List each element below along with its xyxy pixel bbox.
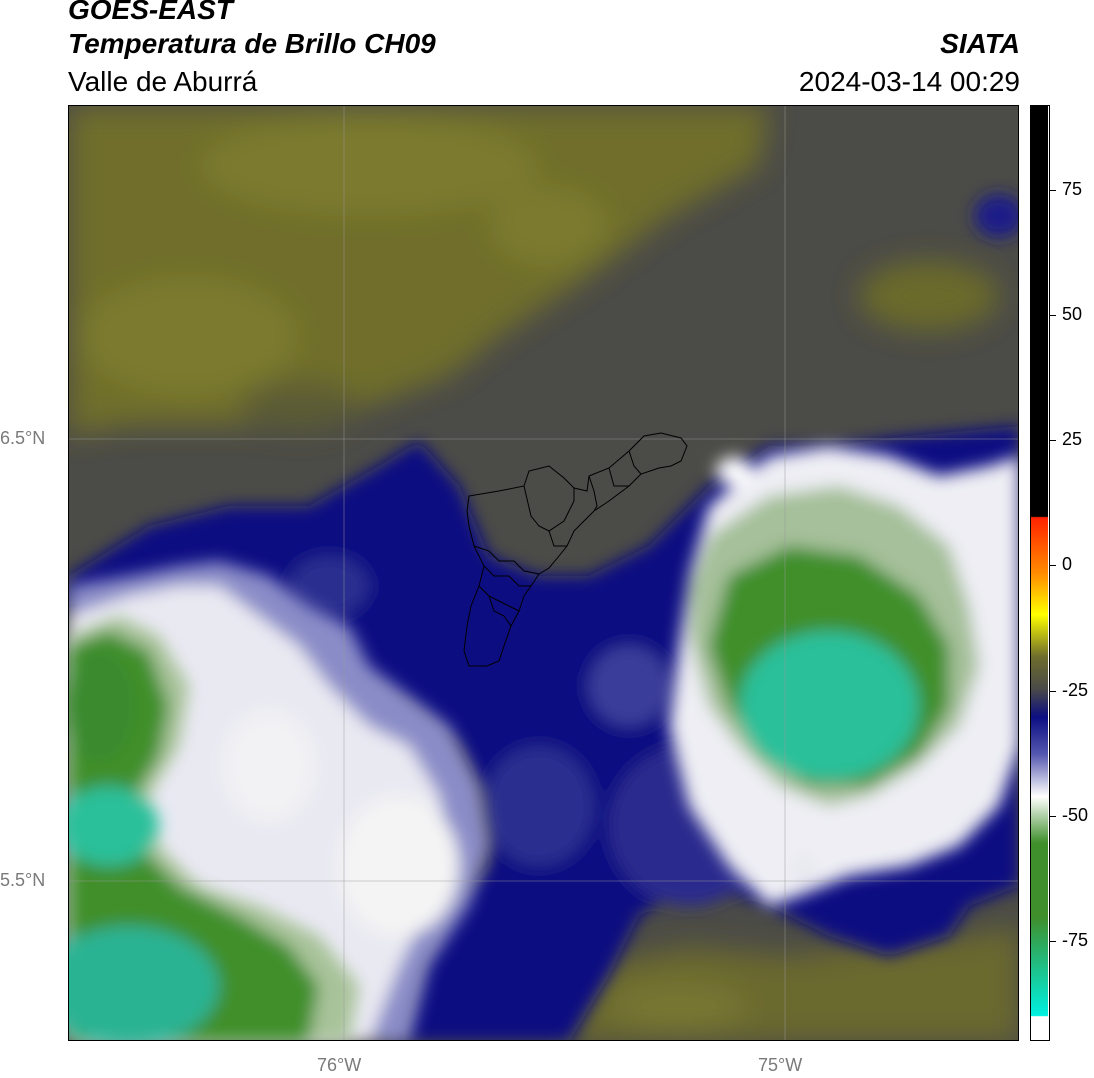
- colorbar-tick: [1050, 190, 1056, 192]
- colorbar-label: 0: [1062, 554, 1073, 575]
- olive-cloud-free-region: [69, 106, 999, 436]
- colorbar-gradient: [1031, 106, 1048, 1039]
- map-canvas: [69, 106, 1018, 1040]
- organization-label: SIATA: [940, 28, 1020, 59]
- lon-label-76w: 76°W: [317, 1055, 362, 1075]
- satellite-title: GOES-EAST: [68, 0, 233, 25]
- colorbar-tick: [1050, 815, 1056, 817]
- product-title: Temperatura de Brillo CH09: [68, 28, 436, 59]
- region-label: Valle de Aburrá: [68, 66, 258, 97]
- lat-label-5-5: 5.5°N: [0, 870, 46, 890]
- brightness-temperature-map: [68, 105, 1019, 1041]
- olive-lower-region: [569, 926, 1018, 1040]
- colorbar-label: 75: [1062, 179, 1083, 200]
- left-cold-cloud-top: [69, 616, 359, 1040]
- colorbar-tick: [1050, 315, 1056, 317]
- colorbar-label: -25: [1062, 679, 1089, 700]
- colorbar-label: -75: [1062, 929, 1089, 950]
- lon-label-75w: 75°W: [758, 1055, 803, 1075]
- colorbar: [1030, 105, 1050, 1041]
- colorbar-label: 25: [1062, 429, 1083, 450]
- colorbar-tick: [1050, 565, 1056, 567]
- graticule: [69, 106, 1018, 1040]
- colorbar-label: 50: [1062, 304, 1083, 325]
- colorbar-tick: [1050, 690, 1056, 692]
- municipal-boundaries: [463, 432, 688, 667]
- right-convective-cloud: [669, 446, 1018, 906]
- colorbar-label: -50: [1062, 804, 1089, 825]
- colorbar-tick: [1050, 940, 1056, 942]
- lat-label-6-5: 6.5°N: [0, 428, 46, 448]
- colorbar-tick: [1050, 440, 1056, 442]
- datetime-label: 2024-03-14 00:29: [798, 66, 1020, 97]
